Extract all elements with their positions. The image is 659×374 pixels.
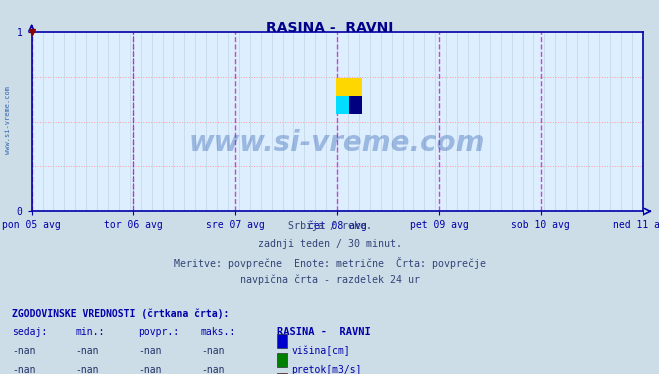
Text: sedaj:: sedaj: <box>12 327 47 337</box>
Text: -nan: -nan <box>12 346 36 356</box>
Text: RASINA -  RAVNI: RASINA - RAVNI <box>277 327 370 337</box>
Bar <box>349 96 362 114</box>
Bar <box>337 79 362 96</box>
Text: Meritve: povprečne  Enote: metrične  Črta: povprečje: Meritve: povprečne Enote: metrične Črta:… <box>173 257 486 269</box>
Text: -nan: -nan <box>76 346 100 356</box>
Text: zadnji teden / 30 minut.: zadnji teden / 30 minut. <box>258 239 401 249</box>
Text: -nan: -nan <box>201 346 225 356</box>
Text: -nan: -nan <box>138 365 162 374</box>
Text: navpična črta - razdelek 24 ur: navpična črta - razdelek 24 ur <box>239 275 420 285</box>
Text: -nan: -nan <box>138 346 162 356</box>
Text: www.si-vreme.com: www.si-vreme.com <box>189 129 485 157</box>
Text: pretok[m3/s]: pretok[m3/s] <box>291 365 362 374</box>
Text: Srbija / reke.: Srbija / reke. <box>287 221 372 231</box>
Text: -nan: -nan <box>201 365 225 374</box>
Text: višina[cm]: višina[cm] <box>291 346 350 356</box>
Text: povpr.:: povpr.: <box>138 327 179 337</box>
Text: min.:: min.: <box>76 327 105 337</box>
Text: www.si-vreme.com: www.si-vreme.com <box>5 86 11 154</box>
Text: ZGODOVINSKE VREDNOSTI (črtkana črta):: ZGODOVINSKE VREDNOSTI (črtkana črta): <box>12 309 229 319</box>
Text: maks.:: maks.: <box>201 327 236 337</box>
Text: -nan: -nan <box>12 365 36 374</box>
Bar <box>337 96 349 114</box>
Text: RASINA -  RAVNI: RASINA - RAVNI <box>266 21 393 34</box>
Text: -nan: -nan <box>76 365 100 374</box>
